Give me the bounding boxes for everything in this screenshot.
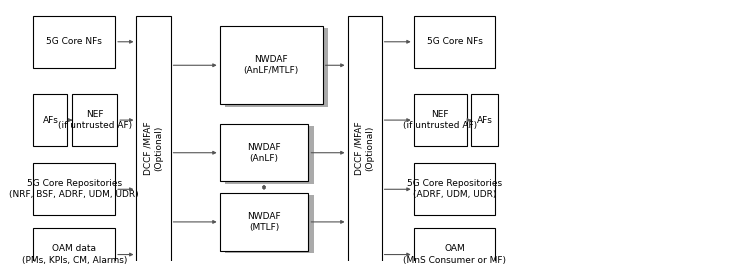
FancyBboxPatch shape xyxy=(413,16,495,68)
FancyBboxPatch shape xyxy=(220,26,323,105)
Text: 5G Core NFs: 5G Core NFs xyxy=(427,37,483,46)
Text: OAM data
(PMs, KPIs, CM, Alarms): OAM data (PMs, KPIs, CM, Alarms) xyxy=(21,244,127,265)
FancyBboxPatch shape xyxy=(226,28,328,106)
Text: AFs: AFs xyxy=(477,116,492,124)
FancyBboxPatch shape xyxy=(220,193,308,251)
FancyBboxPatch shape xyxy=(413,94,467,146)
Text: 5G Core Repositories
(ADRF, UDM, UDR): 5G Core Repositories (ADRF, UDM, UDR) xyxy=(407,179,502,199)
FancyBboxPatch shape xyxy=(226,195,314,253)
FancyBboxPatch shape xyxy=(413,228,495,266)
Text: NWDAF
(AnLF): NWDAF (AnLF) xyxy=(247,143,281,163)
Text: OAM
(MnS Consumer or MF): OAM (MnS Consumer or MF) xyxy=(403,244,506,265)
Text: DCCF /MFAF
(Optional): DCCF /MFAF (Optional) xyxy=(144,121,164,175)
Text: NEF
(if untrusted AF): NEF (if untrusted AF) xyxy=(403,110,478,130)
FancyBboxPatch shape xyxy=(226,126,314,184)
FancyBboxPatch shape xyxy=(33,94,68,146)
FancyBboxPatch shape xyxy=(471,94,498,146)
Text: DCCF /MFAF
(Optional): DCCF /MFAF (Optional) xyxy=(354,121,374,175)
Text: NEF
(if untrusted AF): NEF (if untrusted AF) xyxy=(57,110,132,130)
FancyBboxPatch shape xyxy=(33,163,115,215)
FancyBboxPatch shape xyxy=(348,16,382,266)
FancyBboxPatch shape xyxy=(33,228,115,266)
FancyBboxPatch shape xyxy=(136,16,170,266)
Text: 5G Core Repositories
(NRF, BSF, ADRF, UDM, UDR): 5G Core Repositories (NRF, BSF, ADRF, UD… xyxy=(10,179,139,199)
FancyBboxPatch shape xyxy=(220,124,308,181)
FancyBboxPatch shape xyxy=(413,163,495,215)
FancyBboxPatch shape xyxy=(72,94,117,146)
FancyBboxPatch shape xyxy=(33,16,115,68)
Text: AFs: AFs xyxy=(43,116,58,124)
Text: 5G Core NFs: 5G Core NFs xyxy=(46,37,102,46)
Text: NWDAF
(MTLF): NWDAF (MTLF) xyxy=(247,212,281,232)
Text: NWDAF
(AnLF/MTLF): NWDAF (AnLF/MTLF) xyxy=(243,55,298,75)
